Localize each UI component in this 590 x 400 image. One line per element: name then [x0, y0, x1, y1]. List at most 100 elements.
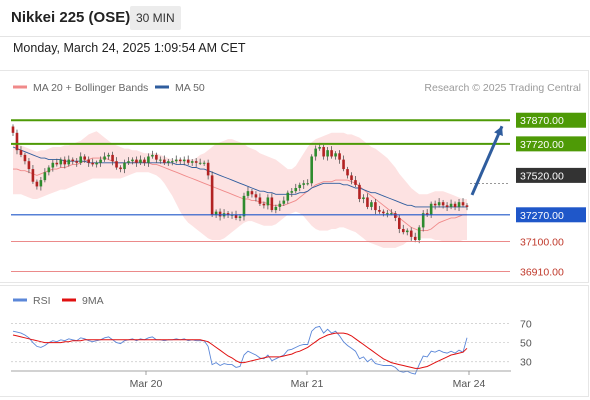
candle-down	[111, 154, 114, 162]
candle-down	[394, 213, 397, 218]
candle-down	[178, 159, 182, 162]
header-bar: Nikkei 225 (OSE) 30 MIN	[0, 0, 590, 37]
candle-up	[437, 202, 441, 206]
candle-up	[67, 159, 71, 165]
level-tag-37870.00	[516, 112, 586, 128]
level-label-36910.00: 36910.00	[520, 267, 564, 279]
candle-down	[75, 161, 79, 163]
candle-up	[362, 197, 365, 200]
candle-up	[421, 213, 425, 228]
candle-down	[358, 184, 361, 200]
candle-up	[457, 202, 461, 207]
candle-up	[314, 148, 317, 157]
candle-up	[386, 213, 389, 215]
rsi-tick-30: 30	[520, 357, 532, 369]
candle-down	[83, 156, 86, 160]
candle-down	[262, 203, 266, 206]
legend-ma9-label: 9MA	[82, 295, 104, 307]
candle-up	[139, 159, 142, 163]
candle-up	[39, 180, 43, 187]
candle-down	[413, 236, 417, 241]
candle-up	[370, 202, 373, 207]
candle-down	[441, 202, 445, 206]
candle-down	[226, 213, 230, 215]
x-tick-label-mar-24: Mar 24	[453, 378, 486, 390]
datetime-label: Monday, March 24, 2025 1:09:54 AM CET	[13, 41, 246, 55]
candle-up	[167, 161, 170, 163]
rsi-tick-70: 70	[520, 319, 532, 331]
level-label-37100.00: 37100.00	[520, 237, 564, 249]
candle-up	[147, 156, 150, 163]
candle-up	[449, 203, 453, 207]
candle-down	[87, 159, 90, 163]
candle-up	[182, 159, 186, 162]
candle-up	[131, 159, 134, 162]
candle-up	[79, 156, 83, 163]
forecast-arrow-shaft	[470, 125, 504, 196]
legend-ma50-label: MA 50	[175, 82, 205, 94]
candle-down	[378, 210, 381, 212]
candle-down	[19, 150, 23, 155]
price-chart-panel: MA 20 + Bollinger Bands MA 50 Research ©…	[0, 70, 589, 283]
candle-down	[342, 159, 345, 170]
candle-down	[11, 126, 15, 133]
candle-down	[119, 167, 122, 170]
x-tick-label-mar-21: Mar 21	[291, 378, 324, 390]
candle-down	[135, 159, 138, 163]
level-tag-37270.00	[516, 207, 586, 223]
candle-down	[354, 180, 357, 185]
candle-down	[186, 159, 190, 163]
credit-label: Research © 2025 Trading Central	[424, 82, 581, 94]
candle-up	[99, 159, 102, 163]
candle-down	[15, 132, 19, 151]
candle-down	[461, 202, 465, 206]
candle-down	[433, 203, 437, 206]
candle-up	[405, 230, 409, 233]
candle-down	[31, 169, 35, 182]
candle-up	[278, 203, 282, 207]
candle-up	[417, 227, 421, 241]
instrument-title: Nikkei 225 (OSE)	[11, 9, 131, 26]
candle-up	[190, 161, 194, 163]
rsi-line	[12, 325, 468, 375]
candle-up	[326, 150, 329, 157]
candle-up	[429, 203, 433, 215]
legend-rsi-label: RSI	[33, 295, 51, 307]
candle-down	[71, 159, 75, 162]
candle-up	[47, 167, 51, 173]
candle-up	[298, 184, 302, 188]
candle-up	[282, 200, 286, 204]
level-label-37870.00: 37870.00	[520, 115, 564, 127]
candle-down	[234, 214, 238, 218]
candle-down	[91, 162, 94, 165]
candle-up	[127, 161, 130, 163]
timeframe-button[interactable]: 30 MIN	[130, 6, 181, 30]
candle-down	[366, 197, 369, 207]
candle-up	[43, 172, 47, 181]
candle-down	[23, 154, 27, 162]
candle-up	[334, 153, 337, 157]
rsi-ma9-line	[12, 332, 468, 369]
candle-down	[270, 197, 274, 211]
forecast-arrow-head	[494, 126, 503, 137]
x-tick-label-mar-20: Mar 20	[130, 378, 163, 390]
candle-down	[143, 159, 146, 163]
candle-up	[159, 159, 162, 161]
candle-down	[35, 181, 39, 187]
candle-down	[374, 202, 377, 211]
legend-ma20-label: MA 20 + Bollinger Bands	[33, 82, 148, 94]
candle-down	[425, 213, 429, 215]
candle-down	[163, 159, 166, 163]
candle-down	[350, 175, 353, 181]
candle-up	[170, 161, 174, 163]
rsi-panel: RSI 9MA 70 50 30 Mar 20 Mar 21 Mar 24	[0, 285, 589, 397]
candle-up	[266, 197, 270, 206]
candle-down	[397, 217, 401, 229]
candle-down	[382, 211, 385, 214]
candle-up	[390, 213, 393, 215]
candle-up	[51, 162, 55, 168]
candle-up	[202, 162, 206, 164]
candle-down	[322, 147, 325, 157]
candle-down	[254, 194, 258, 198]
candle-up	[107, 154, 110, 157]
